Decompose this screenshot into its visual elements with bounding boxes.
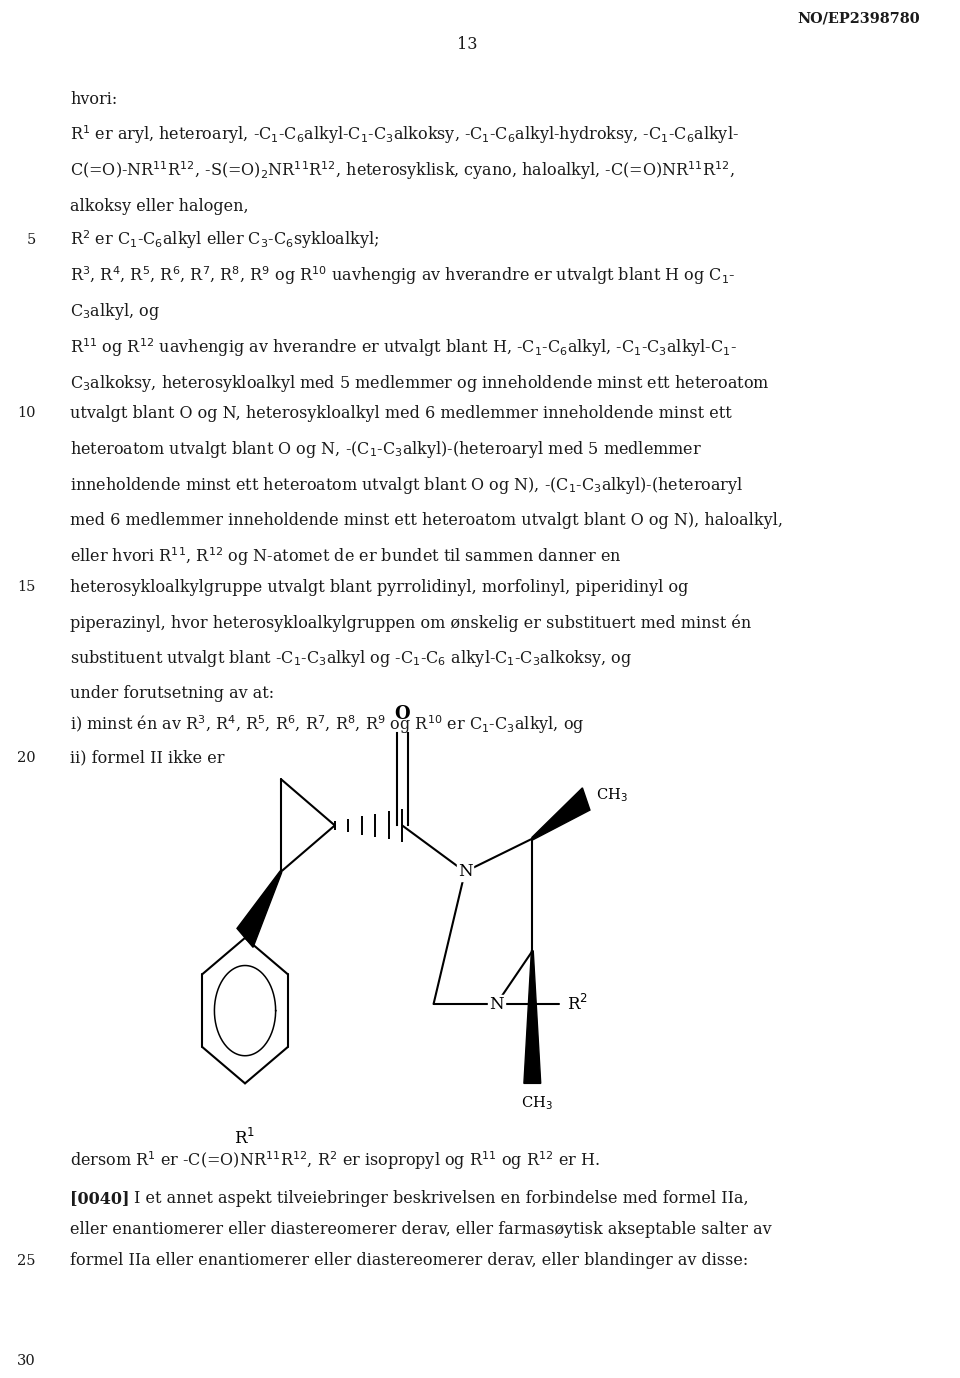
- Text: 30: 30: [16, 1355, 36, 1368]
- Text: eller hvori R$^{11}$, R$^{12}$ og N-atomet de er bundet til sammen danner en: eller hvori R$^{11}$, R$^{12}$ og N-atom…: [70, 546, 622, 568]
- Text: utvalgt blant O og N, heterosykloalkyl med 6 medlemmer inneholdende minst ett: utvalgt blant O og N, heterosykloalkyl m…: [70, 405, 732, 422]
- Text: CH$_{3}$: CH$_{3}$: [521, 1094, 553, 1112]
- Text: 5: 5: [26, 233, 36, 247]
- Text: NO/EP2398780: NO/EP2398780: [798, 11, 921, 25]
- Text: [0040]: [0040]: [70, 1191, 130, 1207]
- Text: 15: 15: [17, 580, 36, 594]
- Text: I et annet aspekt tilveiebringer beskrivelsen en forbindelse med formel IIa,: I et annet aspekt tilveiebringer beskriv…: [133, 1191, 749, 1207]
- Text: R$^{1}$: R$^{1}$: [234, 1127, 255, 1148]
- Polygon shape: [237, 871, 281, 947]
- Text: 10: 10: [17, 407, 36, 420]
- Text: R$^{2}$: R$^{2}$: [566, 994, 588, 1014]
- Text: 25: 25: [17, 1254, 36, 1268]
- Text: O: O: [395, 706, 410, 723]
- Text: C$_{3}$alkyl, og: C$_{3}$alkyl, og: [70, 300, 160, 322]
- Text: R$^{2}$ er C$_{1}$-C$_{6}$alkyl eller C$_{3}$-C$_{6}$sykloalkyl;: R$^{2}$ er C$_{1}$-C$_{6}$alkyl eller C$…: [70, 229, 379, 251]
- Text: heteroatom utvalgt blant O og N, -(C$_{1}$-C$_{3}$alkyl)-(heteroaryl med 5 medle: heteroatom utvalgt blant O og N, -(C$_{1…: [70, 438, 702, 460]
- Text: C(=O)-NR$^{11}$R$^{12}$, -S(=O)$_{2}$NR$^{11}$R$^{12}$, heterosyklisk, cyano, ha: C(=O)-NR$^{11}$R$^{12}$, -S(=O)$_{2}$NR$…: [70, 160, 735, 182]
- Text: C$_{3}$alkoksy, heterosykloalkyl med 5 medlemmer og inneholdende minst ett heter: C$_{3}$alkoksy, heterosykloalkyl med 5 m…: [70, 372, 770, 394]
- Polygon shape: [532, 788, 590, 839]
- Text: alkoksy eller halogen,: alkoksy eller halogen,: [70, 198, 249, 215]
- Text: N: N: [489, 995, 504, 1013]
- Text: heterosykloalkylgruppe utvalgt blant pyrrolidinyl, morfolinyl, piperidinyl og: heterosykloalkylgruppe utvalgt blant pyr…: [70, 579, 688, 595]
- Text: piperazinyl, hvor heterosykloalkylgruppen om ønskelig er substituert med minst é: piperazinyl, hvor heterosykloalkylgruppe…: [70, 615, 752, 631]
- Text: eller enantiomerer eller diastereomerer derav, eller farmasøytisk akseptable sal: eller enantiomerer eller diastereomerer …: [70, 1221, 772, 1237]
- Polygon shape: [524, 951, 540, 1083]
- Text: dersom R$^{1}$ er -C(=O)NR$^{11}$R$^{12}$, R$^{2}$ er isopropyl og R$^{11}$ og R: dersom R$^{1}$ er -C(=O)NR$^{11}$R$^{12}…: [70, 1149, 600, 1171]
- Text: ii) formel II ikke er: ii) formel II ikke er: [70, 750, 225, 766]
- Text: 13: 13: [457, 36, 478, 52]
- Text: R$^{3}$, R$^{4}$, R$^{5}$, R$^{6}$, R$^{7}$, R$^{8}$, R$^{9}$ og R$^{10}$ uavhen: R$^{3}$, R$^{4}$, R$^{5}$, R$^{6}$, R$^{…: [70, 265, 735, 287]
- Text: R$^{1}$ er aryl, heteroaryl, -C$_{1}$-C$_{6}$alkyl-C$_{1}$-C$_{3}$alkoksy, -C$_{: R$^{1}$ er aryl, heteroaryl, -C$_{1}$-C$…: [70, 124, 739, 146]
- Text: formel IIa eller enantiomerer eller diastereomerer derav, eller blandinger av di: formel IIa eller enantiomerer eller dias…: [70, 1253, 749, 1269]
- Text: CH$_{3}$: CH$_{3}$: [595, 785, 627, 803]
- Text: i) minst én av R$^{3}$, R$^{4}$, R$^{5}$, R$^{6}$, R$^{7}$, R$^{8}$, R$^{9}$ og : i) minst én av R$^{3}$, R$^{4}$, R$^{5}$…: [70, 714, 585, 736]
- Text: under forutsetning av at:: under forutsetning av at:: [70, 685, 275, 701]
- Text: hvori:: hvori:: [70, 91, 117, 107]
- Text: substituent utvalgt blant -C$_{1}$-C$_{3}$alkyl og -C$_{1}$-C$_{6}$ alkyl-C$_{1}: substituent utvalgt blant -C$_{1}$-C$_{3…: [70, 648, 633, 670]
- Text: R$^{11}$ og R$^{12}$ uavhengig av hverandre er utvalgt blant H, -C$_{1}$-C$_{6}$: R$^{11}$ og R$^{12}$ uavhengig av hveran…: [70, 336, 737, 358]
- Text: inneholdende minst ett heteroatom utvalgt blant O og N), -(C$_{1}$-C$_{3}$alkyl): inneholdende minst ett heteroatom utvalg…: [70, 474, 744, 496]
- Text: med 6 medlemmer inneholdende minst ett heteroatom utvalgt blant O og N), haloalk: med 6 medlemmer inneholdende minst ett h…: [70, 513, 783, 529]
- Text: N: N: [458, 863, 472, 881]
- Text: 20: 20: [17, 751, 36, 765]
